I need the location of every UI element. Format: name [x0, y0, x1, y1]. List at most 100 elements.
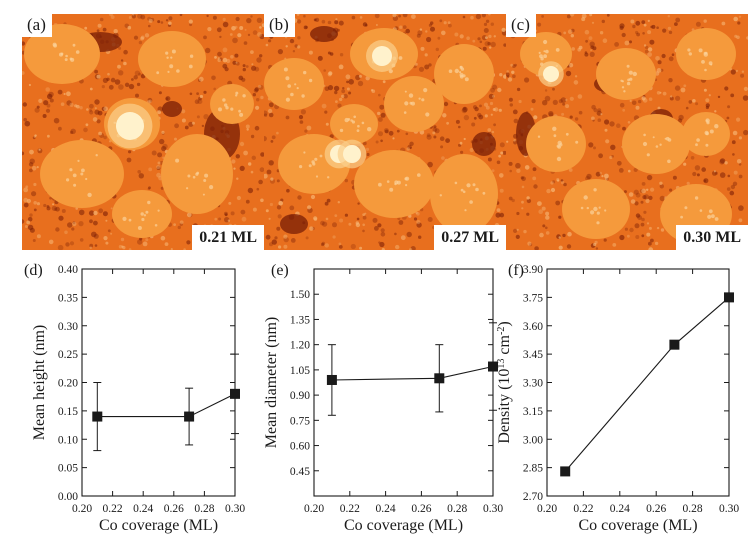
- stm-speckle: [274, 236, 278, 240]
- stm-speckle: [499, 73, 503, 77]
- stm-speckle: [277, 214, 282, 219]
- stm-speckle: [24, 225, 28, 228]
- stm-speckle: [337, 103, 342, 108]
- stm-speckle: [659, 181, 663, 185]
- stm-speckle: [217, 51, 222, 57]
- stm-speckle: [672, 175, 677, 180]
- stm-speckle: [548, 111, 554, 117]
- stm-speckle: [516, 168, 521, 173]
- stm-speckle: [236, 195, 241, 201]
- stm-speckle: [321, 241, 325, 246]
- stm-speckle: [276, 179, 280, 183]
- stm-speckle: [235, 16, 240, 22]
- stm-speckle: [189, 54, 194, 58]
- stm-speckle: [36, 105, 40, 109]
- stm-speckle: [278, 200, 283, 206]
- stm-speckle: [432, 127, 438, 133]
- stm-speckle: [567, 29, 573, 34]
- stm-speckle: [28, 83, 31, 87]
- stm-speckle: [137, 14, 143, 19]
- stm-speckle: [695, 143, 698, 147]
- stm-speckle: [83, 127, 88, 133]
- stm-speckle: [440, 145, 444, 149]
- stm-speckle: [512, 74, 516, 79]
- stm-speckle: [667, 15, 670, 18]
- stm-speckle: [179, 222, 183, 226]
- stm-speckle: [493, 123, 496, 127]
- stm-speckle: [694, 196, 699, 200]
- stm-speckle: [652, 136, 655, 139]
- stm-speckle: [97, 23, 102, 28]
- stm-speckle: [31, 165, 37, 171]
- stm-speckle: [656, 26, 659, 29]
- stm-speckle: [630, 19, 635, 24]
- stm-speckle: [66, 178, 70, 182]
- stm-speckle: [325, 217, 329, 221]
- stm-speckle: [643, 44, 647, 47]
- y-tick-label: 0.40: [58, 264, 78, 276]
- stm-speckle: [303, 14, 306, 18]
- stm-speckle: [377, 223, 382, 228]
- stm-speckle: [735, 69, 738, 72]
- stm-speckle: [289, 205, 295, 211]
- stm-speckle: [733, 170, 738, 175]
- stm-speckle: [141, 217, 145, 222]
- stm-speckle: [727, 174, 731, 178]
- stm-speckle: [286, 188, 290, 193]
- stm-speckle: [158, 91, 162, 95]
- stm-speckle: [736, 117, 741, 122]
- stm-speckle: [147, 16, 152, 21]
- stm-speckle: [147, 200, 151, 205]
- stm-speckle: [108, 14, 113, 17]
- stm-speckle: [694, 165, 701, 171]
- stm-speckle: [409, 146, 412, 150]
- stm-speckle: [506, 70, 509, 73]
- stm-speckle: [46, 206, 51, 211]
- y-tick-label: 0.35: [58, 292, 78, 304]
- stm-texture: [506, 14, 748, 250]
- stm-speckle: [714, 110, 717, 113]
- stm-speckle: [640, 200, 644, 204]
- stm-island: [622, 114, 690, 174]
- stm-speckle: [439, 194, 442, 197]
- stm-speckle: [260, 95, 264, 100]
- stm-speckle: [628, 70, 633, 75]
- stm-speckle: [738, 218, 743, 223]
- stm-speckle: [324, 201, 329, 206]
- stm-speckle: [428, 63, 432, 67]
- stm-image-c: (c) 0.30 ML: [506, 14, 748, 250]
- stm-speckle: [169, 64, 174, 69]
- stm-speckle: [188, 64, 193, 69]
- stm-speckle: [218, 107, 222, 112]
- stm-speckle: [265, 209, 269, 213]
- stm-speckle: [708, 94, 711, 97]
- stm-speckle: [623, 190, 627, 194]
- stm-speckle: [128, 150, 132, 154]
- stm-island: [210, 84, 254, 124]
- stm-speckle: [650, 238, 654, 243]
- stm-speckle: [586, 206, 589, 210]
- stm-speckle: [378, 93, 381, 97]
- stm-speckle: [298, 115, 304, 120]
- stm-speckle: [362, 215, 367, 220]
- x-tick-label: 0.24: [610, 503, 630, 515]
- stm-speckle: [110, 207, 113, 210]
- stm-speckle: [235, 61, 238, 64]
- stm-speckle: [496, 208, 501, 213]
- stm-speckle: [181, 118, 186, 123]
- stm-speckle: [630, 199, 636, 204]
- stm-speckle: [542, 224, 546, 228]
- stm-speckle: [102, 211, 108, 217]
- stm-speckle: [143, 214, 147, 217]
- stm-speckle: [270, 177, 274, 181]
- stm-speckle: [719, 172, 726, 178]
- stm-speckle: [657, 106, 661, 110]
- stm-speckle: [165, 51, 169, 55]
- stm-speckle: [161, 130, 165, 134]
- stm-speckle: [246, 17, 252, 24]
- stm-speckle: [278, 245, 282, 249]
- stm-speckle: [348, 91, 352, 95]
- stm-speckle: [424, 53, 428, 57]
- stm-speckle: [381, 248, 385, 250]
- stm-speckle: [472, 183, 476, 187]
